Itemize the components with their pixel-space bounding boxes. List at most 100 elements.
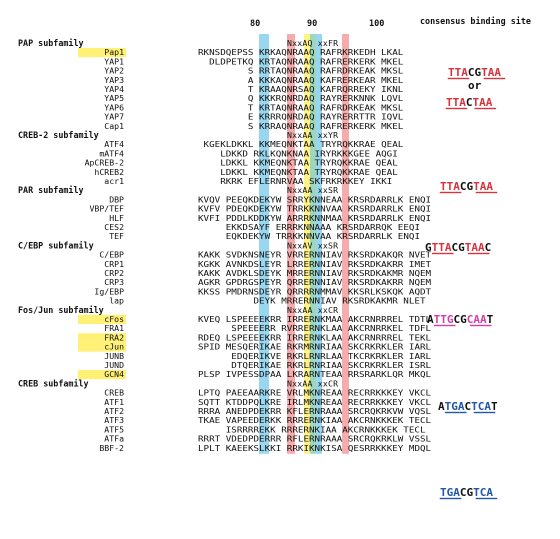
sequence-row: S RRTAQNRAAQ RAFRDRKEAK MKSL — [198, 66, 403, 76]
protein-name: ATF4 — [104, 139, 124, 149]
sequence-row: RKNSDQEPSS KRKAQNRAAQ RAFRKRKEDH LKAL — [198, 47, 403, 57]
protein-name: Cap1 — [104, 121, 124, 131]
sequence-row: PLSP IVPESSDPAA LKRARNTEAA RRSRARKLQR MK… — [198, 369, 431, 379]
sequence-row: RRRT VDEDPDERRR RFLERNRAAA SRCRQKRKLW VS… — [198, 434, 431, 444]
consensus-site: ATGACTCAT — [438, 400, 498, 413]
protein-name: ApCREB-2 — [85, 158, 125, 168]
sequence-row: LPLT KAEEKSLKKI RRKIKNKISA QESRRKKKEY MD… — [198, 443, 431, 453]
protein-name: YAP6 — [104, 102, 124, 112]
sequence-row: A KKKAQNRAAQ KAFRERKEAR MKEL — [198, 75, 403, 85]
sequence-row: LDKKL KKMEQNKTAA TRYRQKKRAE QEAL — [198, 158, 398, 168]
sequence-row: DEYK MRRERNNIAV RKSRDKAKMR NLET — [198, 296, 426, 306]
family-motif: NxxAQ xxFR — [287, 38, 338, 48]
column-highlight-bands — [259, 34, 349, 454]
sequence-row: EDQERIKVE RKRLRNRLAA TKCRKRKLER IARL — [198, 351, 431, 361]
name-highlight — [78, 342, 126, 352]
protein-name: FRA1 — [104, 323, 124, 333]
name-highlights — [78, 48, 126, 380]
protein-name: Ig/EBP — [94, 286, 124, 296]
protein-name: YAP4 — [104, 84, 124, 94]
family-title: C/EBP subfamily — [18, 240, 94, 250]
sequence-row: LDKKD RKLKQNKNAA IRYRKKKGEE AQGI — [198, 148, 398, 158]
sequence-row: S KRRAQNRAAQ RAFRERKERK MKEL — [198, 121, 403, 131]
sequence-row: KAKK AVDKLSDEYK MRRERNNIAV RKSRDKAKMR NQ… — [198, 268, 431, 278]
protein-name: CREB — [104, 388, 124, 398]
family-motif: NxxAA xxYR — [287, 130, 338, 140]
protein-name: YAP2 — [104, 66, 124, 76]
position-tick-80: 80 — [250, 19, 260, 29]
family-title: PAR subfamily — [18, 185, 84, 195]
protein-name: JUNB — [104, 351, 124, 361]
sequence-row: KVEQ LSPEEEEKRR IRRERNKMAA AKCRNRRREL TD… — [198, 314, 431, 324]
sequence-row: KVFV PDEQKDEKYW TRRKKNNVAA KRSRDARRLK EN… — [198, 204, 431, 214]
protein-name: C/EBP — [99, 250, 124, 260]
sequence-row: SPID MESQERIKAE RKRMRNRIAA SKCRKRKLER IA… — [198, 342, 431, 352]
band-green-column — [310, 34, 316, 454]
protein-name: YAP3 — [104, 75, 124, 85]
consensus-site: TGACGTCA — [440, 486, 493, 499]
position-tick-90: 90 — [307, 19, 317, 29]
consensus-site: TTACGTAA — [448, 66, 501, 79]
sequence-row: LDKKL KKMEQNKTAA TRYRQKKRAE QEAL — [198, 167, 398, 177]
band-asparagine-column — [287, 34, 295, 454]
name-highlight — [78, 48, 126, 58]
alignment-rows: PAP subfamily NxxAQ xxFR Pap1 RKNSDQEPSS KR… — [18, 38, 431, 453]
sequence-row: KGEKLDKKL KKMEQNKTAA TRYRQKKRAE QEAL — [198, 139, 403, 149]
consensus-site: GTTACGTAAC — [425, 241, 491, 254]
protein-name: ATFa — [104, 434, 124, 444]
name-highlight — [78, 333, 126, 343]
sequence-row: RDEQ LSPEEEEKRR IRRERNKLAA AKCRNRRREL TE… — [198, 332, 431, 342]
sequence-row: RRRA ANEDPDEKRR KFLERNRAAA SRCRQKRKVW VQ… — [198, 406, 431, 416]
sequence-row: ISRRRREKK RRRERNKIAA AKCRNKKKEK TECL — [198, 424, 426, 434]
protein-name: CES2 — [104, 222, 124, 232]
family-title: PAP subfamily — [18, 38, 84, 48]
protein-name: ATF5 — [104, 424, 124, 434]
protein-name: CRP3 — [104, 277, 124, 287]
protein-name: BBF-2 — [99, 443, 124, 453]
band-alanine-column — [304, 34, 310, 454]
band-basic-column — [259, 34, 269, 454]
sequence-row: SPEEEERR RVRRERNKLAA AKCRNRRKEL TDFL — [198, 323, 431, 333]
protein-name: JUND — [104, 360, 124, 370]
sequence-row: KKSS PMDRNSDEYR QRRRRNMMAV KKSRLKSKQK AQ… — [198, 286, 431, 296]
consensus-or: or — [468, 79, 482, 92]
consensus-site: TTACGTAA — [440, 180, 493, 193]
sequence-row: TKAE VAPEEDERKK RRRERNKIAA AKCRNKKKEK TE… — [198, 415, 431, 425]
protein-name: DBP — [109, 194, 124, 204]
sequence-row: EKKDSAYF ERRRKNNAAA KRSRDARRQK EEQI — [198, 222, 420, 232]
protein-name: YAP7 — [104, 112, 124, 122]
protein-name: VBP/TEF — [89, 204, 124, 214]
family-title: CREB-2 subfamily — [18, 130, 99, 140]
protein-name: acr1 — [104, 176, 124, 186]
sequence-row: AGKR GPDRGSPEYR QRRERNNIAV RKSRDKAKRR NQ… — [198, 277, 431, 287]
sequence-row: KVFI PDDLKDDKYW ARRRKNNMAA KRSRDARRLK EN… — [198, 213, 431, 223]
protein-name: ATF3 — [104, 415, 124, 425]
position-ruler: 80 90 100 consensus binding site — [250, 16, 531, 29]
consensus-site: TTACTAA — [446, 96, 493, 109]
sequence-row: DTQERIKAE RKRLRNRIAA SKCRKRKLER ISRL — [198, 360, 431, 370]
protein-name: FRA2 — [104, 332, 124, 342]
sequence-row: T KRTAQNRAAQ RAFRDRKEAK MKSL — [198, 102, 403, 112]
sequence-row: LPTQ PAEEAARKRE VRLMKNREAA RECRRKKKEY VK… — [198, 388, 431, 398]
name-highlight — [78, 314, 126, 324]
sequence-row: T KRAAQNRSAQ KAFRQRREKY IKNL — [198, 84, 403, 94]
sequence-row: SQTT KTDDPQLKRE IRLMKNREAA RECRRKKKEY VK… — [198, 397, 431, 407]
protein-name: YAP5 — [104, 93, 124, 103]
protein-name: CRP2 — [104, 268, 124, 278]
protein-name: CRP1 — [104, 259, 124, 269]
band-arginine-column — [342, 34, 349, 454]
consensus-site: ATTGCGCAAT — [427, 313, 494, 326]
family-motif: NxxAA xxCR — [287, 305, 338, 315]
sequence-row: Q KKKRQNRDAQ RAYRERKNNK LQVL — [198, 93, 403, 103]
family-title: Fos/Jun subfamily — [18, 305, 104, 315]
family-motif: NxxAV xxSR — [287, 240, 338, 250]
protein-name: lap — [109, 296, 124, 306]
consensus-sites: TTACGTAAorTTACTAATTACGTAAGTTACGTAACATTGC… — [425, 66, 506, 500]
sequence-row: KAKK SVDKNSNEYR VRRERNNIAV RKSRDKAKQR NV… — [198, 250, 431, 260]
band-alanine-blue-column — [316, 34, 322, 454]
protein-name: TEF — [109, 231, 124, 241]
protein-name: YAP1 — [104, 56, 124, 66]
position-tick-100: 100 — [369, 19, 384, 29]
protein-name: ATF2 — [104, 406, 124, 416]
